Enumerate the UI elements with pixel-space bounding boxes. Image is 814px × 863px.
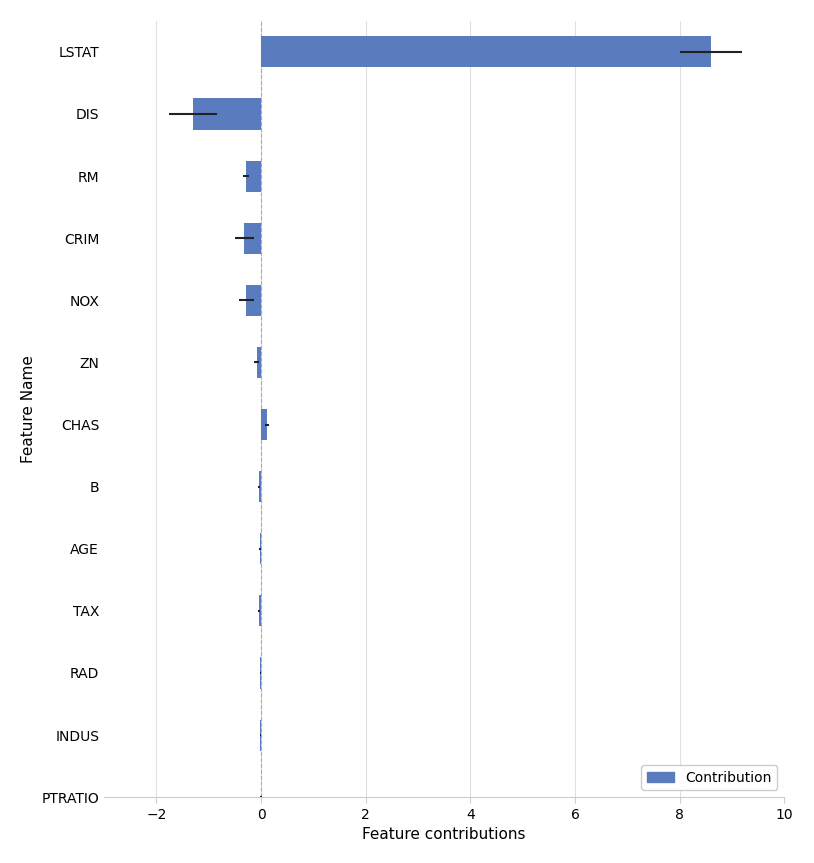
Bar: [244, 223, 261, 254]
Bar: [261, 409, 267, 440]
Bar: [259, 471, 261, 502]
Bar: [193, 98, 261, 129]
Bar: [261, 36, 711, 67]
Bar: [247, 161, 261, 192]
Bar: [257, 347, 261, 378]
Bar: [260, 595, 261, 627]
Bar: [247, 285, 261, 316]
X-axis label: Feature contributions: Feature contributions: [362, 827, 526, 842]
Bar: [260, 533, 261, 564]
Y-axis label: Feature Name: Feature Name: [21, 355, 36, 463]
Legend: Contribution: Contribution: [641, 765, 777, 791]
